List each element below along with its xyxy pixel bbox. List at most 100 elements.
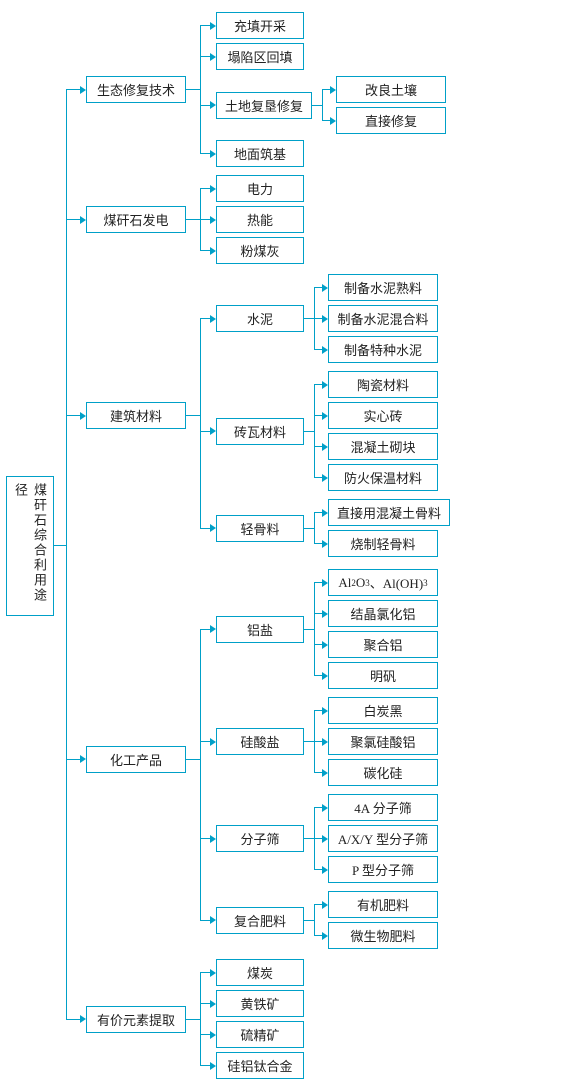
connector-line bbox=[304, 528, 314, 529]
branch-item: 建筑材料水泥制备水泥熟料制备水泥混合料制备特种水泥砖瓦材料陶瓷材料实心砖混凝土砌… bbox=[66, 270, 450, 561]
connector-line bbox=[314, 384, 322, 385]
connector bbox=[314, 901, 328, 909]
branch-item: 有价元素提取煤炭黄铁矿硫精矿硅铝钛合金 bbox=[66, 957, 450, 1081]
branch-group: 水泥制备水泥熟料制备水泥混合料制备特种水泥砖瓦材料陶瓷材料实心砖混凝土砌块防火保… bbox=[200, 270, 450, 561]
tree-node: 结晶氯化铝 bbox=[328, 600, 438, 627]
vertical-connector bbox=[314, 513, 315, 544]
branch-column: 直接用混凝土骨料烧制轻骨料 bbox=[314, 497, 450, 559]
root-node: 煤矸石综合利用途径 bbox=[6, 476, 54, 616]
branch-group: 煤炭黄铁矿硫精矿硅铝钛合金 bbox=[200, 957, 304, 1081]
connector-line bbox=[312, 105, 322, 106]
tree-node: 化工产品 bbox=[86, 746, 186, 773]
connector-line bbox=[200, 431, 210, 432]
connector bbox=[314, 474, 328, 482]
tree-node: 碳化硅 bbox=[328, 759, 438, 786]
connector-line bbox=[304, 431, 314, 432]
vertical-connector bbox=[314, 288, 315, 350]
tree-node: 生态修复技术 bbox=[86, 76, 186, 103]
connector-line bbox=[200, 56, 210, 57]
connector bbox=[200, 216, 216, 224]
branch-group: 制备水泥熟料制备水泥混合料制备特种水泥 bbox=[314, 272, 438, 365]
connector-line bbox=[314, 772, 322, 773]
connector bbox=[314, 738, 328, 746]
branch-group: 陶瓷材料实心砖混凝土砌块防火保温材料 bbox=[314, 369, 438, 493]
connector bbox=[304, 629, 314, 630]
branch-item: 结晶氯化铝 bbox=[314, 600, 438, 627]
connector-line bbox=[314, 318, 322, 319]
branch-item: 地面筑基 bbox=[200, 140, 446, 167]
connector-line bbox=[186, 1019, 200, 1020]
tree-node: 制备水泥熟料 bbox=[328, 274, 438, 301]
connector bbox=[322, 86, 336, 94]
connector bbox=[314, 866, 328, 874]
connector bbox=[314, 509, 328, 517]
vertical-connector bbox=[314, 711, 315, 773]
connector bbox=[314, 579, 328, 587]
branch-item: 有机肥料 bbox=[314, 891, 438, 918]
branch-item: P 型分子筛 bbox=[314, 856, 438, 883]
connector bbox=[314, 804, 328, 812]
branch-item: 砖瓦材料陶瓷材料实心砖混凝土砌块防火保温材料 bbox=[200, 369, 450, 493]
tree-node: 聚氯硅酸铝 bbox=[328, 728, 438, 755]
vertical-connector bbox=[314, 808, 315, 870]
connector-line bbox=[200, 219, 210, 220]
branch-item: 碳化硅 bbox=[314, 759, 438, 786]
connector bbox=[200, 1000, 216, 1008]
branch-item: 制备水泥熟料 bbox=[314, 274, 438, 301]
connector-line bbox=[314, 415, 322, 416]
connector bbox=[200, 625, 216, 633]
branch-item: A/X/Y 型分子筛 bbox=[314, 825, 438, 852]
branch-group: 电力热能粉煤灰 bbox=[200, 173, 304, 266]
connector bbox=[200, 101, 216, 109]
tree-diagram: 煤矸石综合利用途径 生态修复技术充填开采塌陷区回填土地复垦修复改良土壤直接修复地… bbox=[6, 8, 566, 1083]
tree-node: 硫精矿 bbox=[216, 1021, 304, 1048]
branch-group: 有机肥料微生物肥料 bbox=[314, 889, 438, 951]
tree-node: 制备特种水泥 bbox=[328, 336, 438, 363]
connector-line bbox=[322, 89, 330, 90]
connector bbox=[186, 1019, 200, 1020]
tree-node: 微生物肥料 bbox=[328, 922, 438, 949]
tree-node: 塌陷区回填 bbox=[216, 43, 304, 70]
connector-line bbox=[304, 920, 314, 921]
branch-column: 充填开采塌陷区回填土地复垦修复改良土壤直接修复地面筑基 bbox=[200, 10, 446, 169]
connector-line bbox=[200, 153, 210, 154]
branch-group: 改良土壤直接修复 bbox=[322, 74, 446, 136]
connector-line bbox=[186, 759, 200, 760]
branch-item: 电力 bbox=[200, 175, 304, 202]
connector-line bbox=[66, 415, 80, 416]
connector bbox=[304, 431, 314, 432]
tree-node: 水泥 bbox=[216, 305, 304, 332]
connector bbox=[66, 216, 86, 224]
branch-column: 4A 分子筛A/X/Y 型分子筛P 型分子筛 bbox=[314, 792, 438, 885]
connector bbox=[312, 105, 322, 106]
connector bbox=[200, 524, 216, 532]
connector-line bbox=[200, 188, 210, 189]
connector bbox=[200, 1031, 216, 1039]
branch-item: 烧制轻骨料 bbox=[314, 530, 450, 557]
branch-column: Al2O3、Al(OH)3结晶氯化铝聚合铝明矾 bbox=[314, 567, 438, 691]
connector-line bbox=[200, 105, 210, 106]
branch-item: 直接用混凝土骨料 bbox=[314, 499, 450, 526]
connector bbox=[304, 920, 314, 921]
tree-node: 分子筛 bbox=[216, 825, 304, 852]
branch-item: 生态修复技术充填开采塌陷区回填土地复垦修复改良土壤直接修复地面筑基 bbox=[66, 10, 450, 169]
tree-node: 制备水泥混合料 bbox=[328, 305, 438, 332]
branch-item: 复合肥料有机肥料微生物肥料 bbox=[200, 889, 438, 951]
connector-line bbox=[314, 741, 322, 742]
tree-node: 硅铝钛合金 bbox=[216, 1052, 304, 1079]
branch-column: 有机肥料微生物肥料 bbox=[314, 889, 438, 951]
tree-node: 煤炭 bbox=[216, 959, 304, 986]
vertical-connector bbox=[322, 90, 323, 121]
connector-line bbox=[200, 250, 210, 251]
connector bbox=[200, 247, 216, 255]
tree-node: 聚合铝 bbox=[328, 631, 438, 658]
connector bbox=[314, 540, 328, 548]
connector-line bbox=[200, 972, 210, 973]
tree-node: 复合肥料 bbox=[216, 907, 304, 934]
branch-column: 电力热能粉煤灰 bbox=[200, 173, 304, 266]
tree-node: 实心砖 bbox=[328, 402, 438, 429]
connector bbox=[200, 315, 216, 323]
connector-line bbox=[314, 349, 322, 350]
branch-item: 聚氯硅酸铝 bbox=[314, 728, 438, 755]
tree-node: 地面筑基 bbox=[216, 140, 304, 167]
